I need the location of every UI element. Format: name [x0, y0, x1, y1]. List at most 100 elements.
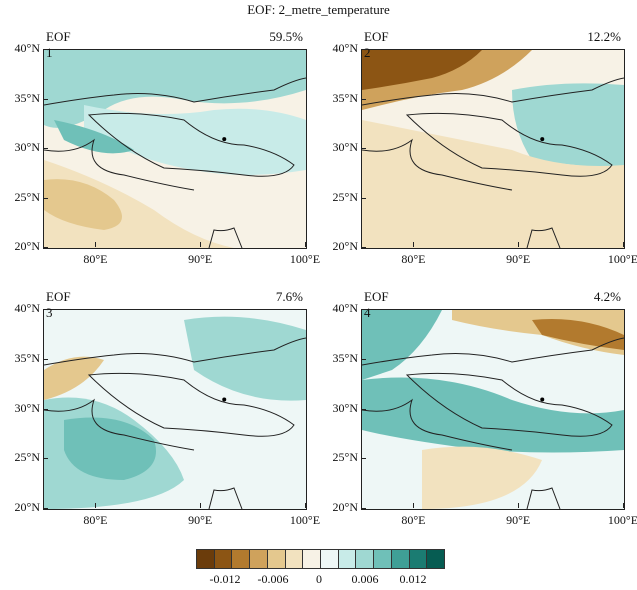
eof-label: EOF 3 [46, 289, 71, 320]
eof-variance: 59.5% [269, 29, 303, 44]
tick-mark [43, 49, 48, 50]
colorbar-swatch [338, 550, 357, 568]
tick-mark [43, 148, 48, 149]
lat-tick-label: 35°N [14, 350, 40, 365]
location-marker [222, 397, 227, 402]
tick-mark [361, 197, 366, 199]
tick-mark [361, 508, 366, 509]
lon-tick-label: 80°E [401, 513, 426, 527]
lon-tick-label: 90°E [506, 513, 531, 527]
map-frame [361, 49, 625, 249]
tick-mark [361, 148, 366, 149]
lat-tick-label: 20°N [332, 500, 358, 514]
colorbar-label: 0.012 [399, 572, 427, 586]
colorbar-swatch [285, 550, 304, 568]
location-marker [222, 137, 227, 142]
lat-tick-label: 20°N [14, 500, 40, 514]
colorbar-swatch [356, 550, 375, 568]
colorbar-swatch [374, 550, 392, 568]
tick-mark [43, 458, 48, 460]
tick-mark [43, 309, 48, 310]
tick-mark [305, 503, 306, 508]
location-marker [540, 137, 545, 142]
colorbar-swatch [303, 550, 322, 568]
lat-tick-label: 40°N [14, 41, 40, 55]
tick-mark [623, 242, 624, 247]
lon-tick-label: 100°E [607, 513, 637, 527]
lon-tick-label: 90°E [188, 252, 213, 266]
lat-tick-label: 25°N [14, 450, 40, 465]
lat-tick-label: 25°N [332, 450, 358, 465]
lon-tick-label: 90°E [506, 252, 531, 266]
map-frame [361, 309, 625, 510]
tick-mark [43, 408, 48, 410]
colorbar-swatch [321, 550, 339, 568]
tick-mark [95, 503, 97, 508]
lon-tick-label: 100°E [289, 513, 321, 527]
lon-tick-label: 80°E [401, 252, 426, 266]
tick-mark [361, 309, 366, 310]
eof-variance: 12.2% [587, 29, 621, 44]
colorbar-swatch [197, 550, 215, 568]
colorbar-label: -0.012 [209, 572, 241, 586]
colorbar-swatch [214, 550, 233, 568]
tick-mark [361, 358, 366, 360]
tick-mark [43, 98, 48, 100]
tick-mark [305, 242, 306, 247]
lat-tick-label: 20°N [14, 239, 40, 253]
colorbar-label: -0.006 [257, 572, 289, 586]
lat-tick-label: 35°N [14, 90, 40, 105]
eof-label: EOF 4 [364, 289, 389, 320]
colorbar-label: 0.006 [351, 572, 379, 586]
lon-tick-label: 90°E [188, 513, 213, 527]
tick-mark [518, 503, 520, 508]
lon-tick-label: 100°E [607, 252, 637, 266]
tick-mark [413, 503, 415, 508]
eof-label: EOF 1 [46, 29, 71, 60]
colorbar-swatch [391, 550, 410, 568]
tick-mark [361, 98, 366, 100]
tick-mark [43, 508, 48, 509]
tick-mark [43, 197, 48, 199]
colorbar [196, 549, 445, 569]
lat-tick-label: 25°N [14, 189, 40, 204]
colorbar-swatch [267, 550, 286, 568]
lat-tick-label: 30°N [14, 400, 40, 415]
map-frame [43, 49, 307, 249]
colorbar-swatch [427, 550, 445, 568]
lat-tick-label: 35°N [332, 90, 358, 105]
lat-tick-label: 40°N [332, 41, 358, 55]
tick-mark [413, 242, 415, 247]
lon-tick-label: 100°E [289, 252, 321, 266]
lat-tick-label: 30°N [332, 140, 358, 154]
eof-variance: 7.6% [275, 289, 303, 304]
tick-mark [518, 242, 520, 247]
lon-tick-label: 80°E [83, 513, 108, 527]
colorbar-label: 0 [316, 572, 322, 586]
tick-mark [43, 358, 48, 360]
location-marker [540, 397, 545, 402]
tick-mark [200, 242, 202, 247]
tick-mark [200, 503, 202, 508]
lon-tick-label: 80°E [83, 252, 108, 266]
lat-tick-label: 30°N [332, 400, 358, 415]
tick-mark [623, 503, 624, 508]
colorbar-swatch [232, 550, 251, 568]
tick-mark [361, 247, 366, 248]
figure-title: EOF: 2_metre_temperature [247, 2, 390, 17]
lat-tick-label: 20°N [332, 239, 358, 253]
tick-mark [95, 242, 97, 247]
eof-variance: 4.2% [593, 289, 621, 304]
tick-mark [361, 49, 366, 50]
tick-mark [361, 408, 366, 410]
map-frame [43, 309, 307, 510]
lat-tick-label: 30°N [14, 140, 40, 154]
eof-label: EOF 2 [364, 29, 389, 60]
colorbar-swatch [409, 550, 428, 568]
colorbar-swatch [250, 550, 268, 568]
lat-tick-label: 40°N [332, 301, 358, 315]
lat-tick-label: 40°N [14, 301, 40, 315]
lat-tick-label: 25°N [332, 189, 358, 204]
lat-tick-label: 35°N [332, 350, 358, 365]
